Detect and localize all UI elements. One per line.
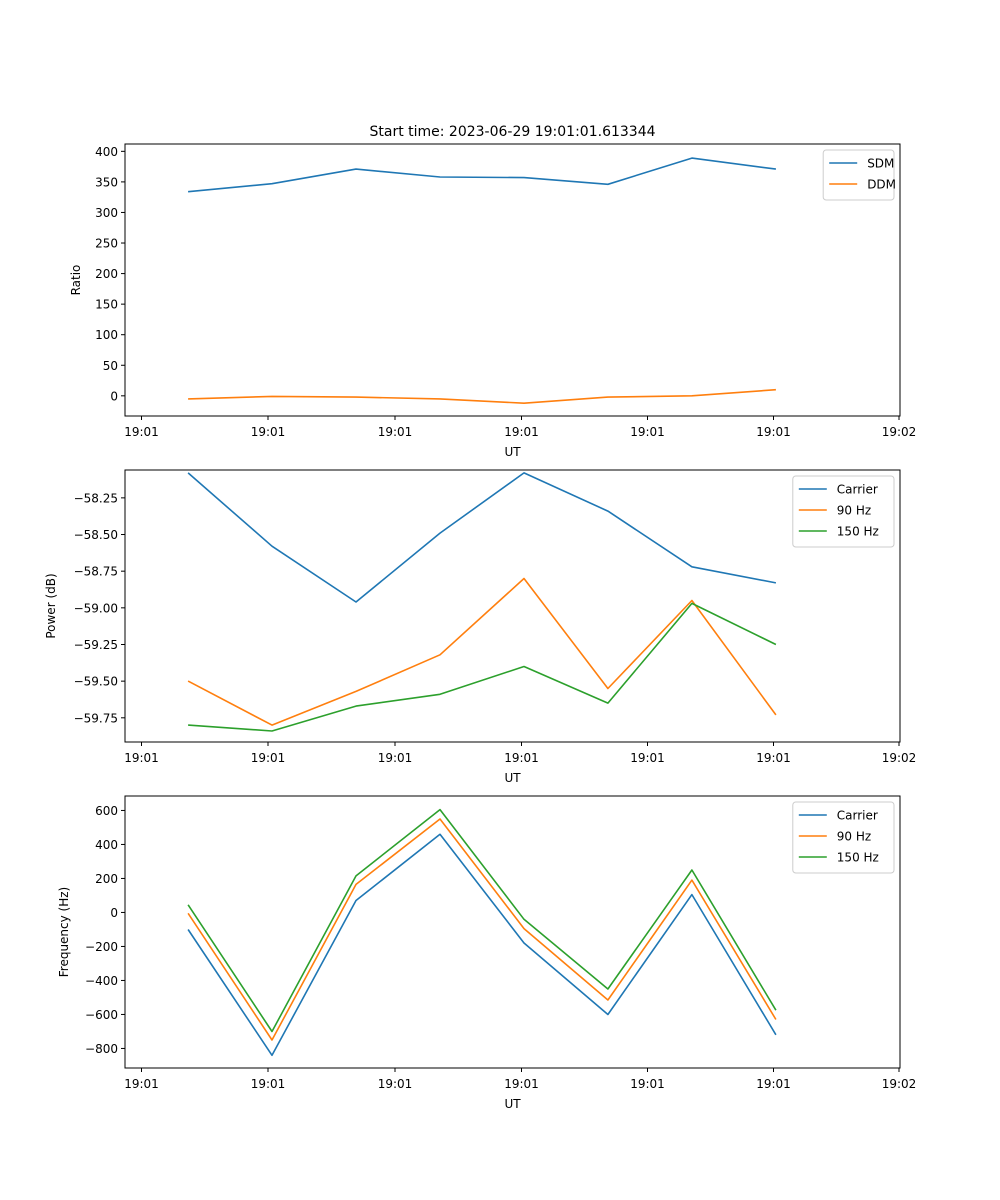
legend-label: SDM bbox=[867, 157, 894, 171]
y-tick-label: 400 bbox=[95, 838, 118, 852]
x-axis-label: UT bbox=[504, 1097, 521, 1111]
y-tick-label: −59.25 bbox=[74, 638, 118, 652]
x-tick-label: 19:01 bbox=[378, 751, 413, 765]
series-line-ddm bbox=[188, 388, 776, 405]
legend: Carrier 90 Hz 150 Hz bbox=[792, 475, 895, 548]
chart-panel-3: 19:01 19:01 19:01 19:01 19:01 19:01 19:02 UT −80… bbox=[57, 795, 916, 1111]
y-axis-label: Frequency (Hz) bbox=[57, 887, 71, 978]
y-tick-label: 50 bbox=[103, 359, 118, 373]
y-axis: −800 −600 −400 −200 0 200 400 600 bbox=[85, 804, 125, 1056]
x-tick-label: 19:02 bbox=[882, 1077, 917, 1091]
y-tick-label: 200 bbox=[95, 267, 118, 281]
y-tick-label: −59.75 bbox=[74, 711, 118, 725]
y-tick-label: 100 bbox=[95, 328, 118, 342]
x-tick-label: 19:01 bbox=[756, 425, 791, 439]
y-tick-label: 300 bbox=[95, 206, 118, 220]
y-tick-label: −400 bbox=[85, 974, 118, 988]
y-tick-label: 200 bbox=[95, 872, 118, 886]
x-tick-label: 19:01 bbox=[756, 751, 791, 765]
series-line-150-hz bbox=[187, 808, 777, 1033]
legend-label: 90 Hz bbox=[837, 830, 871, 844]
x-tick-label: 19:01 bbox=[251, 1077, 286, 1091]
x-tick-label: 19:02 bbox=[882, 751, 917, 765]
y-tick-label: −58.25 bbox=[74, 491, 118, 505]
chart-panel-1: 19:01 19:01 19:01 19:01 19:01 19:01 19:02 UT 0 50… bbox=[69, 143, 916, 459]
axes-frame bbox=[124, 795, 901, 1069]
y-tick-label: 600 bbox=[95, 804, 118, 818]
x-tick-label: 19:01 bbox=[630, 751, 665, 765]
y-tick-label: 400 bbox=[95, 145, 118, 159]
y-tick-label: −800 bbox=[85, 1042, 118, 1056]
legend: Carrier 90 Hz 150 Hz bbox=[792, 801, 895, 874]
x-tick-label: 19:01 bbox=[124, 1077, 159, 1091]
series-line-sdm bbox=[188, 157, 777, 193]
x-tick-label: 19:01 bbox=[124, 425, 159, 439]
x-axis: 19:01 19:01 19:01 19:01 19:01 19:01 19:02 bbox=[124, 416, 916, 439]
axes-frame bbox=[124, 143, 901, 417]
y-axis: −59.75 −59.50 −59.25 −59.00 −58.75 −58.50 −58.… bbox=[74, 491, 125, 725]
figure-title: Start time: 2023-06-29 19:01:01.613344 bbox=[369, 124, 655, 140]
y-tick-label: 0 bbox=[110, 906, 118, 920]
y-tick-label: −58.50 bbox=[74, 528, 118, 542]
chart-panel-2: 19:01 19:01 19:01 19:01 19:01 19:01 19:02 UT −59… bbox=[44, 469, 916, 785]
legend-label: DDM bbox=[867, 178, 896, 192]
y-tick-label: 0 bbox=[110, 389, 118, 403]
y-tick-label: 350 bbox=[95, 175, 118, 189]
legend-label: 90 Hz bbox=[837, 504, 871, 518]
x-axis: 19:01 19:01 19:01 19:01 19:01 19:01 19:02 bbox=[124, 1068, 916, 1091]
legend-label: 150 Hz bbox=[837, 851, 879, 865]
y-tick-label: −59.00 bbox=[74, 601, 118, 615]
x-tick-label: 19:01 bbox=[504, 1077, 539, 1091]
legend: SDM DDM bbox=[822, 149, 896, 201]
legend-box bbox=[792, 801, 895, 874]
x-axis: 19:01 19:01 19:01 19:01 19:01 19:01 19:02 bbox=[124, 742, 916, 765]
y-tick-label: 250 bbox=[95, 237, 118, 251]
x-tick-label: 19:01 bbox=[378, 1077, 413, 1091]
y-tick-label: −600 bbox=[85, 1008, 118, 1022]
x-tick-label: 19:01 bbox=[630, 1077, 665, 1091]
y-tick-label: 150 bbox=[95, 298, 118, 312]
x-tick-label: 19:01 bbox=[251, 425, 286, 439]
x-tick-label: 19:01 bbox=[630, 425, 665, 439]
x-axis-label: UT bbox=[504, 445, 521, 459]
x-tick-label: 19:01 bbox=[504, 425, 539, 439]
x-tick-label: 19:02 bbox=[882, 425, 917, 439]
x-tick-label: 19:01 bbox=[124, 751, 159, 765]
y-axis: 0 50 100 150 200 250 300 350 400 bbox=[95, 145, 125, 403]
y-axis-label: Ratio bbox=[69, 265, 83, 296]
legend-label: Carrier bbox=[837, 483, 878, 497]
series-line-90-hz bbox=[187, 577, 777, 726]
series-line-90-hz bbox=[187, 818, 777, 1041]
x-tick-label: 19:01 bbox=[504, 751, 539, 765]
x-axis-label: UT bbox=[504, 771, 521, 785]
x-tick-label: 19:01 bbox=[251, 751, 286, 765]
legend-label: 150 Hz bbox=[837, 525, 879, 539]
series-line-carrier bbox=[187, 472, 777, 603]
legend-label: Carrier bbox=[837, 809, 878, 823]
y-tick-label: −59.50 bbox=[74, 675, 118, 689]
series-line-carrier bbox=[187, 833, 777, 1057]
legend-box bbox=[792, 475, 895, 548]
y-axis-label: Power (dB) bbox=[44, 573, 58, 638]
x-tick-label: 19:01 bbox=[756, 1077, 791, 1091]
y-tick-label: −200 bbox=[85, 940, 118, 954]
series-line-150-hz bbox=[188, 602, 777, 732]
x-tick-label: 19:01 bbox=[378, 425, 413, 439]
axes-frame bbox=[124, 469, 901, 743]
y-tick-label: −58.75 bbox=[74, 565, 118, 579]
